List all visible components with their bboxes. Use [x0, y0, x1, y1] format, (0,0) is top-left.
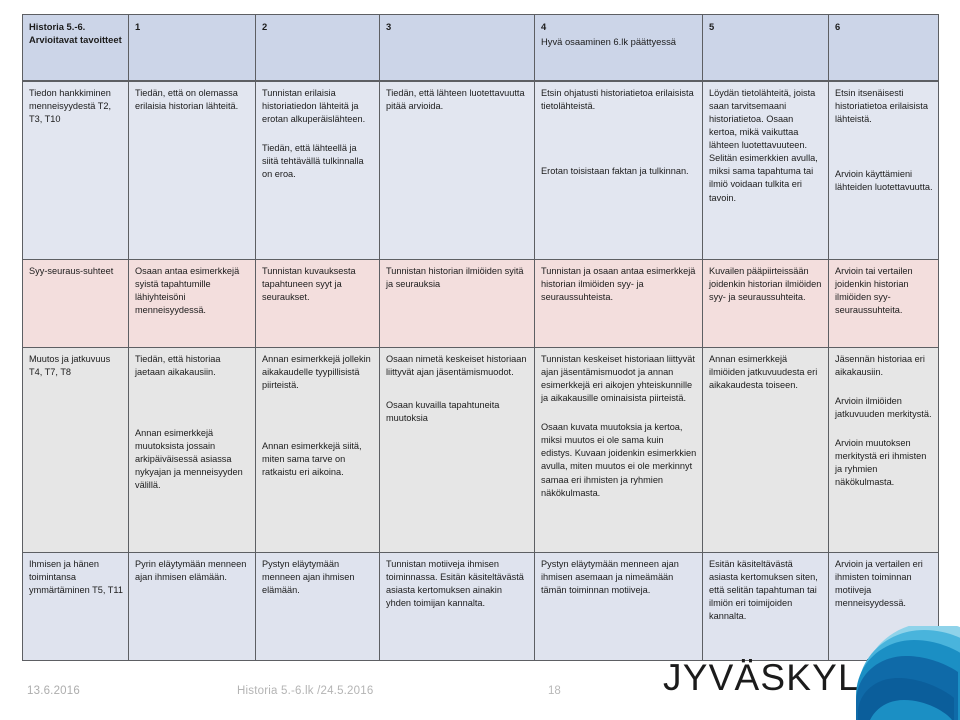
column-header-level-4: 4 Hyvä osaaminen 6.lk päättyessä [534, 14, 703, 82]
criterion-text: Tunnistan keskeiset historiaan liittyvät… [541, 354, 695, 404]
criterion-text: Esitän käsiteltävästä asiasta kertomukse… [709, 559, 818, 622]
criterion-text: Arvioin ilmiöiden jatkuvuuden merkitystä… [835, 396, 932, 420]
criterion-cell: Tunnistan kuvauksesta tapahtuneen syyt j… [255, 259, 380, 348]
criterion-cell: Tunnistan motiiveja ihmisen toiminnassa.… [379, 552, 535, 661]
criterion-text: Osaan kuvailla tapahtuneita muutoksia [386, 400, 500, 424]
row-header-objective: Syy-seuraus-suhteet [22, 259, 129, 348]
footer-date: 13.6.2016 [27, 685, 80, 697]
row-title: Muutos ja jatkuvuus T4, T7, T8 [29, 354, 111, 378]
criterion-text: Tunnistan erilaisia historiatiedon lähte… [262, 88, 366, 125]
criterion-cell: Etsin ohjatusti historiatietoa erilaisis… [534, 80, 703, 260]
criterion-cell: Pystyn eläytymään menneen ajan ihmisen e… [255, 552, 380, 661]
criterion-text: Tiedän, että lähteellä ja siitä tehtäväl… [262, 143, 364, 180]
criterion-text: Etsin ohjatusti historiatietoa erilaisis… [541, 88, 694, 112]
table-body: Tiedon hankkiminen menneisyydestä T2, T3… [22, 80, 939, 661]
criterion-text: Annan esimerkkejä muutoksista jossain ar… [135, 428, 243, 491]
criterion-cell: Tunnistan erilaisia historiatiedon lähte… [255, 80, 380, 260]
criterion-cell: Arvioin tai vertailen joidenkin historia… [828, 259, 939, 348]
criterion-cell: Pyrin eläytymään menneen ajan ihmisen el… [128, 552, 256, 661]
criterion-cell: Löydän tietolähteitä, joista saan tarvit… [702, 80, 829, 260]
column-header-level-3: 3 [379, 14, 535, 82]
criterion-cell: Etsin itsenäisesti historiatietoa erilai… [828, 80, 939, 260]
criterion-text: Tunnistan historian ilmiöiden syitä ja s… [386, 266, 524, 290]
criterion-cell: Esitän käsiteltävästä asiasta kertomukse… [702, 552, 829, 661]
criterion-text: Tiedän, että on olemassa erilaisia histo… [135, 88, 239, 112]
criterion-text: Osaan kuvata muutoksia ja kertoa, miksi … [541, 422, 697, 498]
row-title: Tiedon hankkiminen menneisyydestä T2, T3… [29, 88, 112, 125]
criterion-cell: Tiedän, että on olemassa erilaisia histo… [128, 80, 256, 260]
column-header-label: 1 [135, 21, 141, 32]
row-header-objective: Ihmisen ja hänen toimintansa ymmärtämine… [22, 552, 129, 661]
criterion-cell: Tunnistan keskeiset historiaan liittyvät… [534, 347, 703, 553]
column-header-label: 4 [541, 21, 547, 32]
column-header-label: Historia 5.-6. Arvioitavat tavoitteet [29, 21, 122, 46]
criterion-text: Annan esimerkkejä ilmiöiden jatkuvuudest… [709, 354, 818, 391]
criterion-text: Osaan nimetä keskeiset historiaan liitty… [386, 354, 527, 378]
criterion-text: Osaan antaa esimerkkejä syistä tapahtumi… [135, 266, 240, 316]
criterion-text: Tiedän, että historiaa jaetaan aikakausi… [135, 354, 221, 378]
row-title: Syy-seuraus-suhteet [29, 266, 114, 276]
column-header-level-1: 1 [128, 14, 256, 82]
criterion-text: Erotan toisistaan faktan ja tulkinnan. [541, 166, 689, 177]
criterion-text: Tiedän, että lähteen luotettavuutta pitä… [386, 88, 525, 112]
column-header-level-2: 2 [255, 14, 380, 82]
jyvaskyla-swirl-icon [854, 626, 960, 720]
criterion-cell: Tiedän, että lähteen luotettavuutta pitä… [379, 80, 535, 260]
criterion-cell: Osaan nimetä keskeiset historiaan liitty… [379, 347, 535, 553]
criterion-text: Annan esimerkkejä jollekin aikakaudelle … [262, 354, 371, 391]
criterion-cell: Pystyn eläytymään menneen ajan ihmisen a… [534, 552, 703, 661]
criterion-cell: Kuvailen pääpiirteissään joidenkin histo… [702, 259, 829, 348]
criterion-cell: Jäsennän historiaa eri aikakausiin. Arvi… [828, 347, 939, 553]
table-row: Ihmisen ja hänen toimintansa ymmärtämine… [22, 552, 939, 661]
column-header-label: 3 [386, 21, 392, 32]
criterion-cell: Osaan antaa esimerkkejä syistä tapahtumi… [128, 259, 256, 348]
criterion-text: Tunnistan ja osaan antaa esimerkkejä his… [541, 266, 696, 303]
table-row: Muutos ja jatkuvuus T4, T7, T8 Tiedän, e… [22, 347, 939, 553]
criterion-text: Etsin itsenäisesti historiatietoa erilai… [835, 88, 928, 125]
row-header-objective: Muutos ja jatkuvuus T4, T7, T8 [22, 347, 129, 553]
table-header-row: Historia 5.-6. Arvioitavat tavoitteet 1 … [22, 14, 939, 82]
table-row: Tiedon hankkiminen menneisyydestä T2, T3… [22, 80, 939, 260]
column-header-level-6: 6 [828, 14, 939, 82]
criterion-text: Pyrin eläytymään menneen ajan ihmisen el… [135, 559, 247, 583]
column-header-level-5: 5 [702, 14, 829, 82]
logo-wordmark: JYVÄSKYLÄ [663, 657, 886, 698]
row-title: Ihmisen ja hänen toimintansa ymmärtämine… [29, 559, 123, 596]
criterion-text: Kuvailen pääpiirteissään joidenkin histo… [709, 266, 822, 303]
criterion-text: Arvioin tai vertailen joidenkin historia… [835, 266, 913, 316]
criterion-text: Jäsennän historiaa eri aikakausiin. [835, 354, 925, 378]
criterion-cell: Annan esimerkkejä ilmiöiden jatkuvuudest… [702, 347, 829, 553]
criterion-text: Pystyn eläytymään menneen ajan ihmisen a… [541, 559, 679, 596]
jyvaskyla-logo: JYVÄSKYLÄ [655, 626, 960, 720]
criterion-text: Arvioin ja vertailen eri ihmisten toimin… [835, 559, 923, 609]
criterion-text: Annan esimerkkejä siitä, miten sama tarv… [262, 441, 362, 478]
column-header-sublabel: Hyvä osaaminen 6.lk päättyessä [541, 36, 676, 48]
column-header-label: 6 [835, 21, 841, 32]
criterion-cell: Tiedän, että historiaa jaetaan aikakausi… [128, 347, 256, 553]
table-row: Syy-seuraus-suhteet Osaan antaa esimerkk… [22, 259, 939, 348]
slide-page-number: 18 [548, 685, 561, 697]
criterion-text: Tunnistan kuvauksesta tapahtuneen syyt j… [262, 266, 356, 303]
assessment-rubric-table: Historia 5.-6. Arvioitavat tavoitteet 1 … [22, 14, 939, 661]
column-header-label: 2 [262, 21, 268, 32]
criterion-text: Pystyn eläytymään menneen ajan ihmisen e… [262, 559, 355, 596]
criterion-cell: Annan esimerkkejä jollekin aikakaudelle … [255, 347, 380, 553]
column-header-label: 5 [709, 21, 715, 32]
criterion-text: Löydän tietolähteitä, joista saan tarvit… [709, 88, 818, 203]
criterion-text: Arvioin käyttämieni lähteiden luotettavu… [835, 169, 933, 193]
column-header-objectives: Historia 5.-6. Arvioitavat tavoitteet [22, 14, 129, 82]
criterion-cell: Tunnistan historian ilmiöiden syitä ja s… [379, 259, 535, 348]
criterion-cell: Tunnistan ja osaan antaa esimerkkejä his… [534, 259, 703, 348]
criterion-text: Arvioin muutoksen merkitystä eri ihmiste… [835, 438, 927, 488]
criterion-text: Tunnistan motiiveja ihmisen toiminnassa.… [386, 559, 524, 609]
row-header-objective: Tiedon hankkiminen menneisyydestä T2, T3… [22, 80, 129, 260]
table-header: Historia 5.-6. Arvioitavat tavoitteet 1 … [22, 14, 939, 82]
footer-title: Historia 5.-6.lk /24.5.2016 [237, 685, 374, 697]
